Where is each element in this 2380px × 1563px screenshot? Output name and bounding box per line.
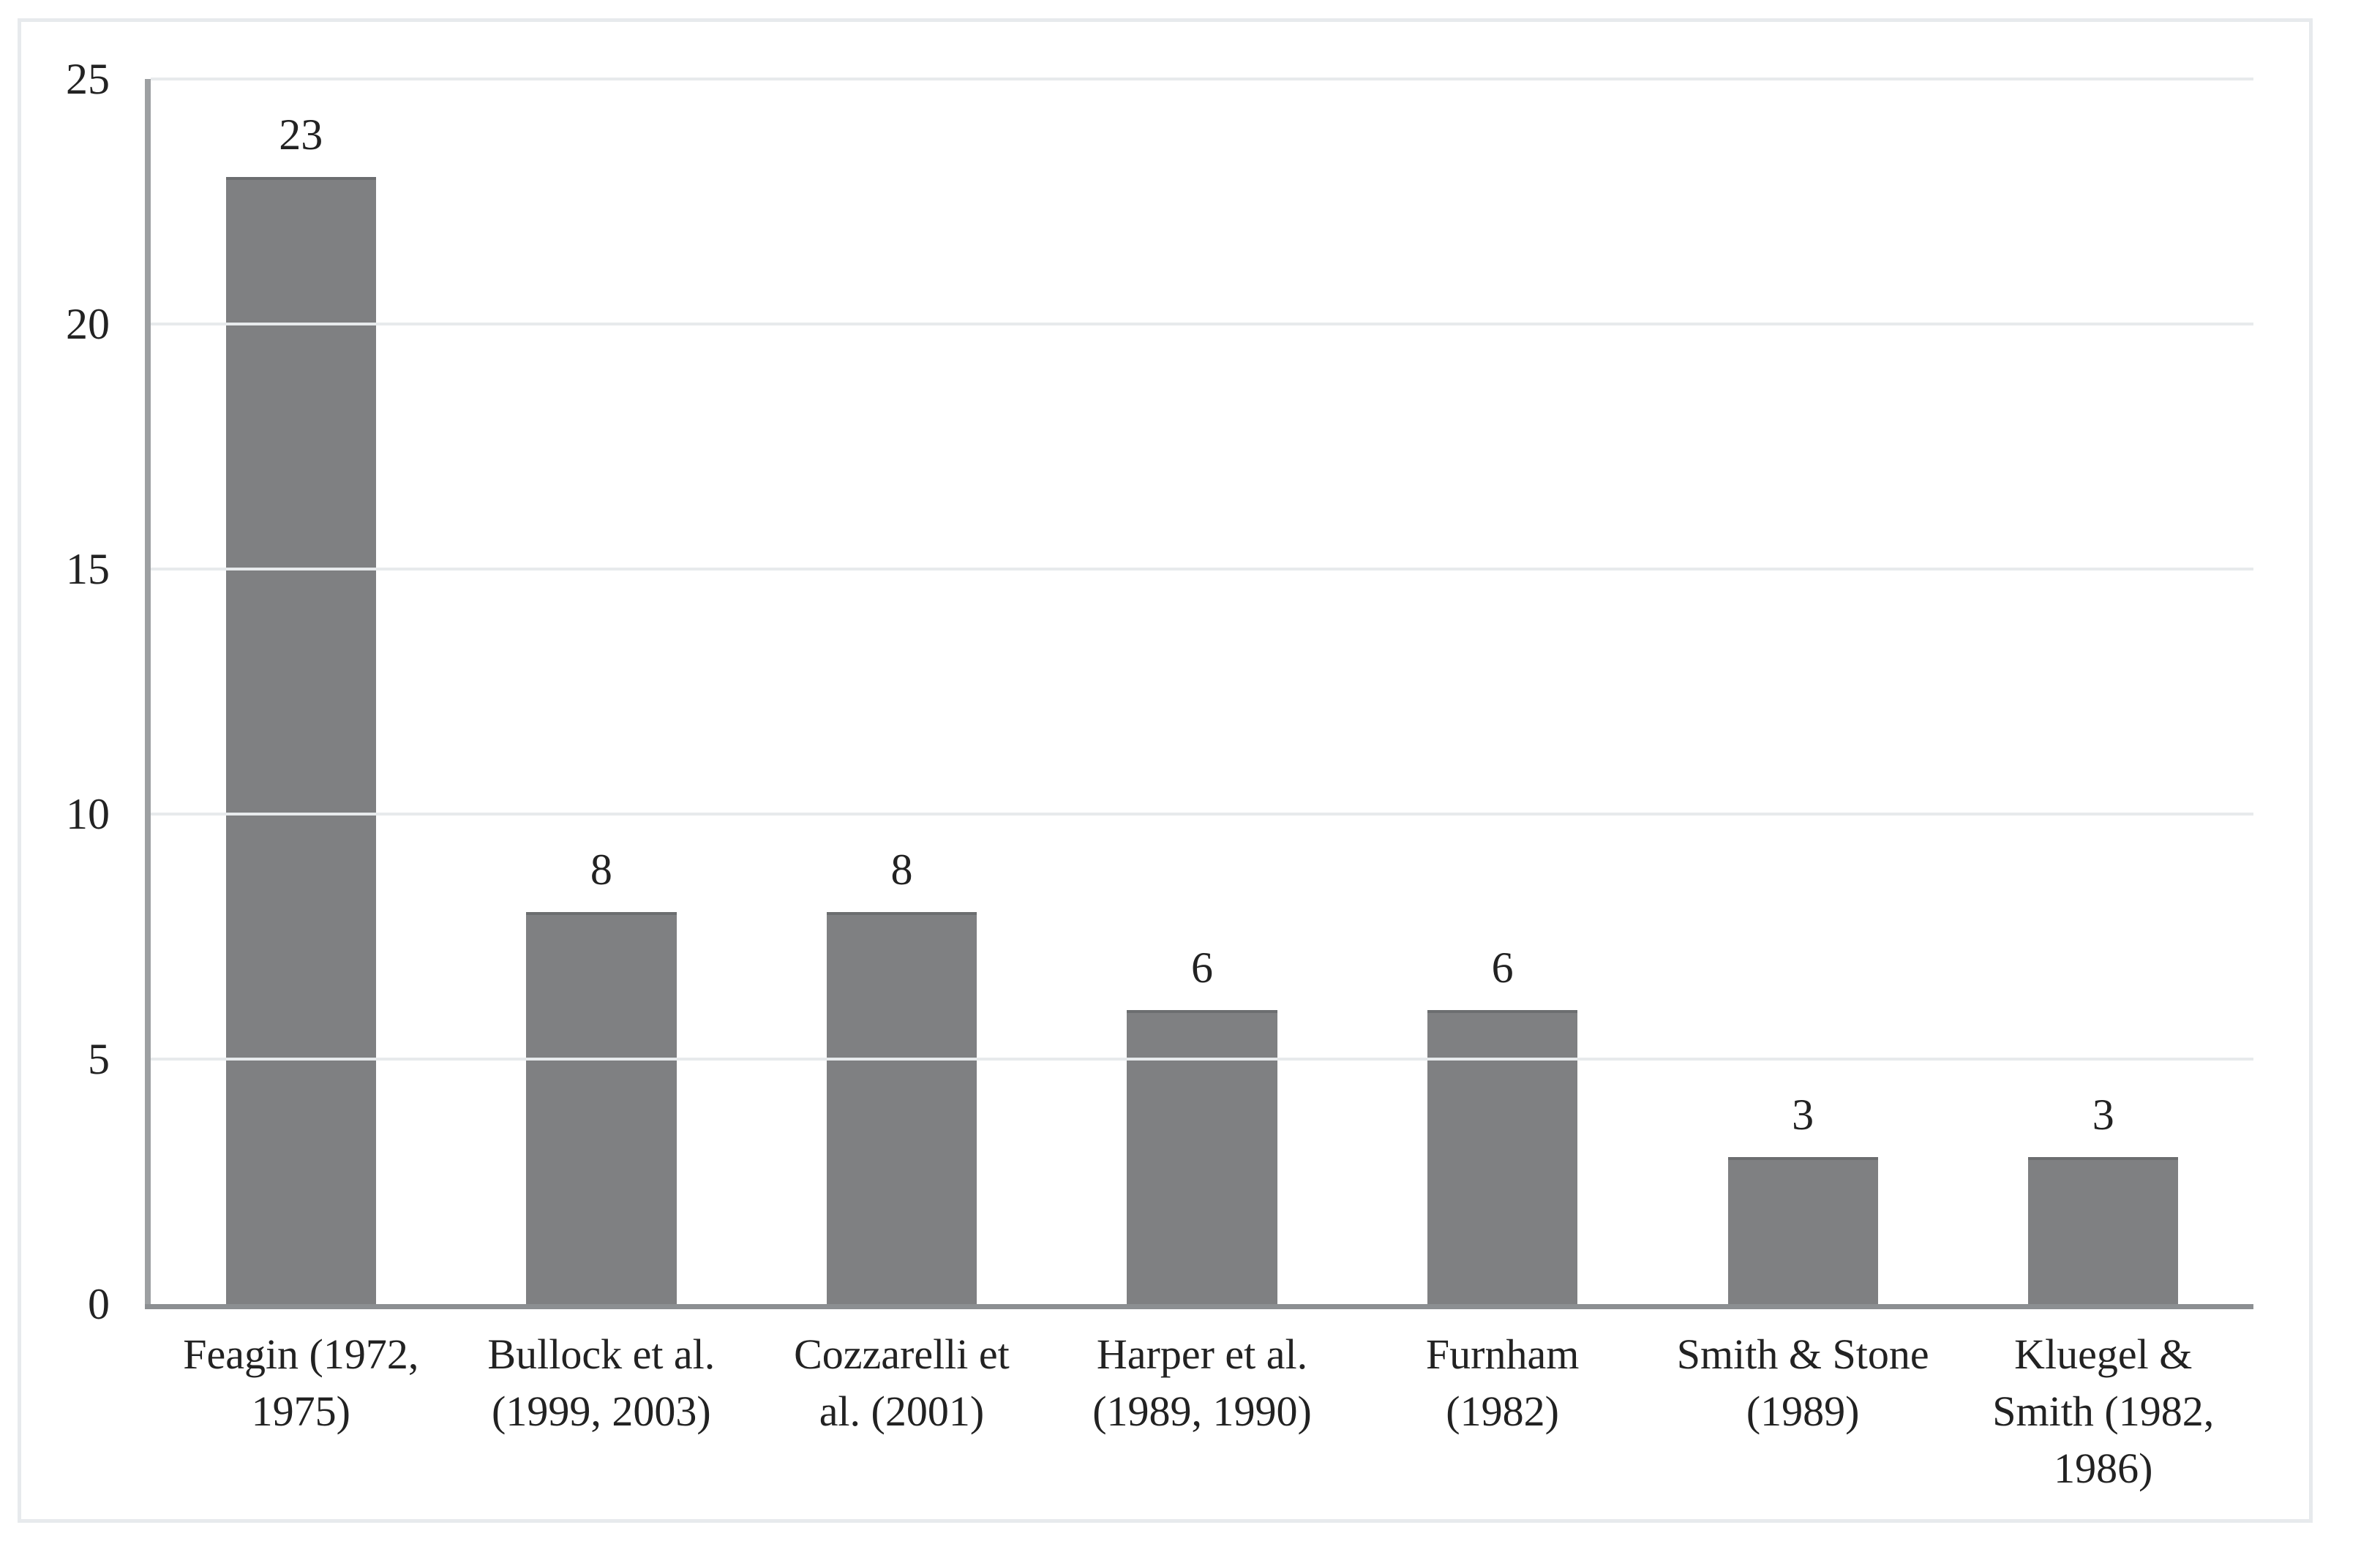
x-category-line: (1982)	[1446, 1387, 1559, 1435]
bar	[1427, 1010, 1578, 1304]
bar-slot: 8	[451, 79, 752, 1304]
bar-value-label: 8	[890, 845, 913, 894]
bar	[526, 912, 677, 1304]
y-tick-label: 20	[66, 300, 110, 348]
x-axis-line	[145, 1304, 2253, 1309]
bar	[225, 177, 376, 1304]
bar	[2028, 1157, 2179, 1304]
bar-slot: 23	[151, 79, 451, 1304]
x-category-label: Cozzarelli et al. (2001)	[751, 1326, 1052, 1497]
x-category-line: 1975)	[251, 1387, 350, 1435]
bar-slot: 3	[1653, 79, 1953, 1304]
x-category-label: Smith & Stone (1989)	[1653, 1326, 1953, 1497]
gridline	[151, 323, 2253, 325]
gridline	[151, 813, 2253, 816]
bar	[826, 912, 977, 1304]
gridline	[151, 568, 2253, 570]
y-tick-label: 5	[88, 1035, 110, 1083]
x-category-label: Feagin (1972, 1975)	[151, 1326, 451, 1497]
y-tick-label: 25	[66, 55, 110, 103]
x-category-line: (1989, 1990)	[1092, 1387, 1312, 1435]
chart-frame: 0 5 10 15 20 25 23 8 8 6 6 3 3 Feagin (1972, 1975) Bu…	[18, 18, 2313, 1523]
x-axis-labels: Feagin (1972, 1975) Bullock et al. (1999, 2…	[151, 1326, 2253, 1497]
bar-value-label: 3	[1792, 1091, 1814, 1139]
y-tick-label: 0	[88, 1280, 110, 1328]
x-category-line: Kluegel &	[2014, 1330, 2193, 1378]
x-category-line: Smith & Stone	[1676, 1330, 1929, 1378]
bar-value-label: 6	[1191, 944, 1214, 992]
y-axis-line	[145, 79, 151, 1304]
x-category-label: Kluegel & Smith (1982, 1986)	[1953, 1326, 2253, 1497]
bar-value-label: 3	[2092, 1091, 2114, 1139]
plot-area: 23 8 8 6 6 3 3	[145, 78, 2253, 1309]
bars-row: 23 8 8 6 6 3 3	[151, 79, 2253, 1304]
y-axis-ticks: 0 5 10 15 20 25	[29, 57, 110, 1326]
bar-slot: 8	[751, 79, 1052, 1304]
gridline	[151, 1058, 2253, 1061]
bar-slot: 3	[1953, 79, 2253, 1304]
x-category-line: Bullock et al.	[487, 1330, 716, 1378]
bar	[1127, 1010, 1277, 1304]
x-category-line: (1999, 2003)	[492, 1387, 711, 1435]
x-category-label: Harper et al. (1989, 1990)	[1052, 1326, 1353, 1497]
y-tick-label: 15	[66, 545, 110, 593]
x-category-line: Harper et al.	[1096, 1330, 1308, 1378]
bar-value-label: 8	[590, 845, 612, 894]
x-category-line: Smith (1982,	[1992, 1387, 2215, 1435]
bar-value-label: 23	[279, 110, 323, 159]
y-tick-label: 10	[66, 790, 110, 838]
x-category-line: Furnham	[1425, 1330, 1580, 1378]
gridline	[151, 78, 2253, 80]
bar-slot: 6	[1352, 79, 1653, 1304]
x-category-line: Cozzarelli et	[794, 1330, 1010, 1378]
x-category-line: 1986)	[2054, 1445, 2153, 1492]
x-category-line: al. (2001)	[819, 1387, 985, 1435]
bar-value-label: 6	[1491, 944, 1514, 992]
x-category-line: Feagin (1972,	[183, 1330, 419, 1378]
bar	[1727, 1157, 1878, 1304]
x-category-label: Bullock et al. (1999, 2003)	[451, 1326, 752, 1497]
bar-slot: 6	[1052, 79, 1353, 1304]
x-category-line: (1989)	[1746, 1387, 1860, 1435]
x-category-label: Furnham (1982)	[1352, 1326, 1653, 1497]
